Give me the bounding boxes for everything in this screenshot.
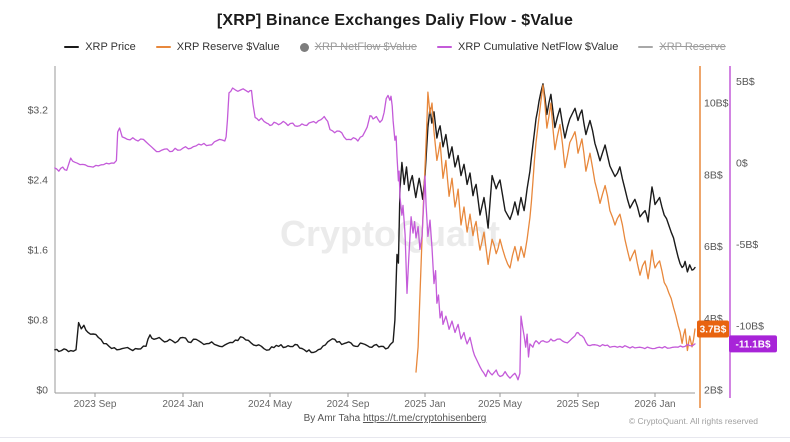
bottom-divider	[0, 437, 790, 438]
x-axis-label: 2024 Sep	[327, 399, 370, 410]
price-axis-label: $2.4	[28, 175, 49, 187]
chart-title: [XRP] Binance Exchanges Daliy Flow - $Va…	[216, 12, 574, 29]
legend-item-label: XRP Price	[85, 41, 136, 53]
last-value-badge-cum-netflow	[729, 335, 777, 353]
reserve-axis-label: 2B$	[704, 385, 723, 397]
reserve-axis-label: 8B$	[704, 169, 723, 181]
price-axis-label: $0.8	[28, 315, 49, 327]
legend-marker-line-icon	[638, 46, 654, 48]
reserve-axis-label: 10B$	[704, 98, 729, 110]
x-axis-label: 2024 Jan	[162, 399, 203, 410]
x-axis-label: 2025 Sep	[557, 399, 600, 410]
last-value-badge-label: 3.7B$	[700, 325, 727, 336]
byline-prefix: By Amr Taha	[303, 413, 361, 424]
legend-item-label: XRP NetFlow $Value	[314, 41, 417, 53]
legend-item-4[interactable]: XRP Reserve	[638, 41, 726, 53]
legend-marker-line-icon	[155, 46, 171, 48]
price-axis-label: $3.2	[28, 105, 49, 117]
byline: By Amr Taha https://t.me/cryptohisenberg	[0, 413, 790, 424]
copyright-text: © CryptoQuant. All rights reserved	[628, 416, 758, 426]
x-axis-label: 2025 Jan	[404, 399, 445, 410]
legend-item-1[interactable]: XRP Reserve $Value	[155, 41, 280, 53]
legend-marker-circle-icon	[299, 42, 309, 52]
last-value-badge-reserve	[697, 320, 729, 338]
legend-item-label: XRP Reserve	[659, 41, 726, 53]
legend-item-2[interactable]: XRP NetFlow $Value	[299, 41, 417, 53]
legend-marker-line-icon	[64, 46, 80, 48]
legend-item-3[interactable]: XRP Cumulative NetFlow $Value	[436, 41, 619, 53]
price-axis-label: $1.6	[28, 245, 49, 257]
legend-item-0[interactable]: XRP Price	[64, 41, 136, 53]
reserve-axis-label: 6B$	[704, 241, 723, 253]
watermark-text: CryptoQuant	[280, 213, 500, 254]
legend-item-label: XRP Cumulative NetFlow $Value	[457, 41, 619, 53]
last-value-badge-label: -11.1B$	[735, 339, 770, 350]
cum-netflow-axis-label: 5B$	[736, 76, 755, 88]
byline-link[interactable]: https://t.me/cryptohisenberg	[362, 413, 487, 424]
cum-netflow-axis-label: -10B$	[736, 321, 764, 333]
x-axis-label: 2025 May	[478, 399, 522, 410]
chart-legend: XRP Price XRP Reserve $Value XRP NetFlow $…	[0, 41, 790, 53]
x-axis-label: 2023 Sep	[74, 399, 117, 410]
cum-netflow-axis-label: -5B$	[736, 239, 758, 251]
price-axis-label: $0	[36, 385, 48, 397]
legend-item-label: XRP Reserve $Value	[176, 41, 280, 53]
series-line-xrp-price	[54, 83, 696, 354]
cum-netflow-axis-label: 0$	[736, 158, 748, 170]
series-line-xrp-reserve-value	[415, 84, 696, 373]
series-line-xrp-cumulative-netflow-value	[54, 87, 696, 381]
x-axis-label: 2026 Jan	[634, 399, 675, 410]
x-axis-label: 2024 May	[248, 399, 292, 410]
legend-marker-line-icon	[436, 46, 452, 48]
